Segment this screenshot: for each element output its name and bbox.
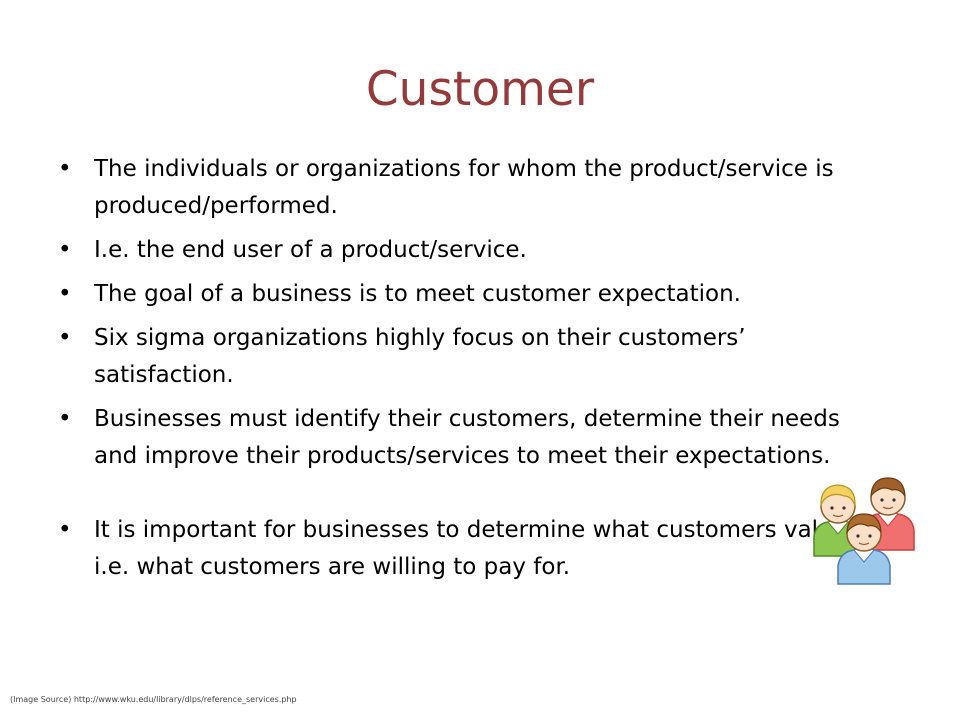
bullet-item: • The individuals or organizations for w… <box>58 151 888 225</box>
customers-group-icon <box>813 477 915 585</box>
bullet-text: Businesses must identify their customers… <box>94 406 840 469</box>
bullet-marker: • <box>58 156 72 182</box>
bullet-marker: • <box>58 325 72 351</box>
bullet-marker: • <box>58 237 72 263</box>
bullet-text: The individuals or organizations for who… <box>94 156 834 219</box>
bullet-item: • Businesses must identify their custome… <box>58 401 888 475</box>
bullet-list: • The individuals or organizations for w… <box>58 151 888 593</box>
bullet-text: I.e. the end user of a product/service. <box>94 237 527 263</box>
bullet-item: • I.e. the end user of a product/service… <box>58 232 888 269</box>
bullet-text: Six sigma organizations highly focus on … <box>94 325 746 388</box>
bullet-item: • It is important for businesses to dete… <box>58 512 888 586</box>
bullet-text: The goal of a business is to meet custom… <box>94 281 741 307</box>
bullet-marker: • <box>58 406 72 432</box>
bullet-text: It is important for businesses to determ… <box>94 517 847 580</box>
bullet-marker: • <box>58 517 72 543</box>
bullet-marker: • <box>58 281 72 307</box>
bullet-item: • Six sigma organizations highly focus o… <box>58 320 888 394</box>
person-blue-icon <box>837 513 891 585</box>
slide-title: Customer <box>365 62 595 117</box>
image-source-caption: (Image Source) http://www.wku.edu/librar… <box>10 695 297 704</box>
bullet-item: • The goal of a business is to meet cust… <box>58 276 888 313</box>
